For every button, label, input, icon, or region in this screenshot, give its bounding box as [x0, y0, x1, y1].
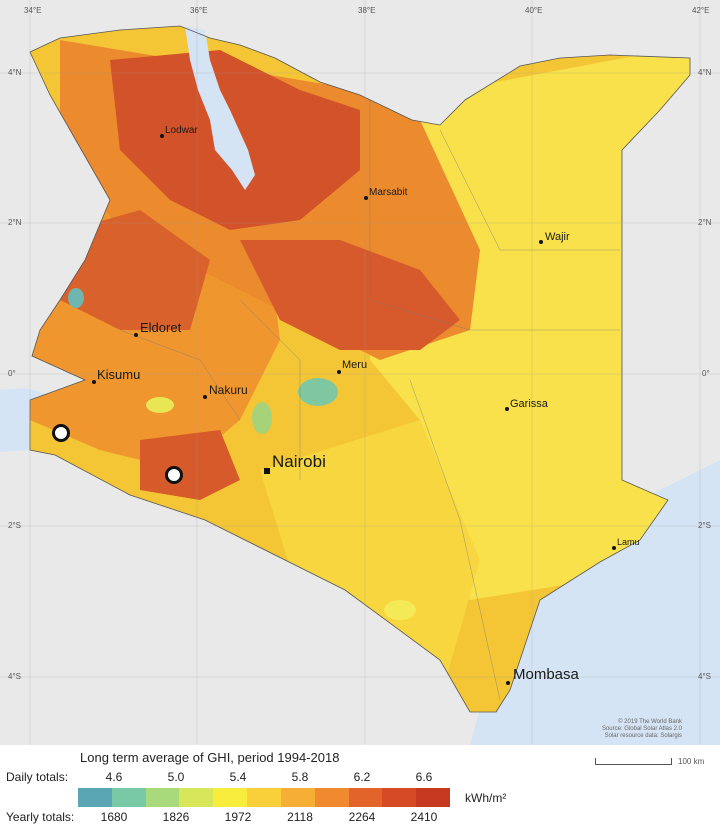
site-marker-west[interactable]: [52, 424, 70, 442]
legend-swatch: [348, 788, 383, 807]
lat-tick-right-2n: 2°N: [698, 218, 712, 227]
legend-swatch: [314, 788, 349, 807]
city-label-marsabit: Marsabit: [369, 187, 408, 198]
daily-value: 5.8: [291, 770, 309, 784]
kenya-border: [29, 25, 691, 713]
legend-color-bar: [78, 788, 450, 807]
legend-swatch: [382, 788, 417, 807]
lat-tick-right-4s: 4°S: [698, 672, 711, 681]
lon-tick-34e: 34°E: [24, 6, 42, 15]
yearly-totals-label: Yearly totals:: [6, 810, 75, 824]
legend-title: Long term average of GHI, period 1994-20…: [80, 750, 340, 765]
scale-label: 100 km: [678, 757, 705, 766]
daily-totals-label: Daily totals:: [6, 770, 69, 784]
west-red-region: [60, 210, 210, 330]
daily-value: 5.4: [229, 770, 247, 784]
nakuru-marker[interactable]: [203, 395, 207, 399]
lon-tick-42e: 42°E: [692, 6, 710, 15]
lon-tick-36e: 36°E: [190, 6, 208, 15]
city-label-lodwar: Lodwar: [165, 125, 198, 136]
site-marker-southwest[interactable]: [165, 466, 183, 484]
credit-line: Source: Global Solar Atlas 2.0: [601, 726, 682, 732]
city-label-nairobi: Nairobi: [272, 452, 326, 471]
city-label-mombasa: Mombasa: [513, 666, 579, 683]
map-canvas: [0, 0, 720, 745]
lat-tick-right-0: 0°: [702, 369, 710, 378]
mau-spot: [146, 397, 174, 413]
yearly-value: 2410: [410, 810, 438, 824]
meru-marker[interactable]: [337, 370, 341, 374]
yearly-value: 1680: [100, 810, 128, 824]
daily-value: 6.2: [353, 770, 371, 784]
credit-line: Solar resource data: Solargis: [604, 733, 682, 739]
legend-swatch: [213, 788, 248, 807]
legend-swatch: [78, 788, 112, 807]
lamu-marker[interactable]: [612, 546, 616, 550]
eldoret-marker[interactable]: [134, 333, 138, 337]
lat-tick-left-4s: 4°S: [8, 672, 21, 681]
lodwar-marker[interactable]: [160, 134, 164, 138]
map-panel[interactable]: 34°E 36°E 38°E 40°E 42°E 4°N 2°N 0° 2°S …: [0, 0, 720, 745]
indian-ocean: [470, 460, 720, 745]
lon-tick-40e: 40°E: [525, 6, 543, 15]
nairobi-marker[interactable]: [264, 468, 270, 474]
legend-swatch: [416, 788, 450, 807]
city-label-eldoret: Eldoret: [140, 320, 182, 335]
southwest-red-region: [140, 430, 240, 500]
lat-tick-left-2n: 2°N: [8, 218, 22, 227]
daily-value: 4.6: [105, 770, 123, 784]
legend-swatch: [145, 788, 180, 807]
yearly-value: 2264: [348, 810, 376, 824]
legend-unit: kWh/m²: [465, 791, 507, 805]
yearly-value: 1826: [162, 810, 190, 824]
central-red-region: [240, 240, 460, 350]
county-boundaries: [119, 100, 620, 701]
city-label-garissa: Garissa: [510, 398, 548, 410]
lat-tick-right-2s: 2°S: [698, 521, 711, 530]
daily-value: 5.0: [167, 770, 185, 784]
city-label-nakuru: Nakuru: [209, 383, 248, 397]
city-label-lamu: Lamu: [617, 537, 640, 547]
city-label-meru: Meru: [342, 359, 368, 371]
yearly-value: 1972: [224, 810, 252, 824]
city-label-wajir: Wajir: [545, 231, 570, 243]
legend-swatch: [247, 788, 281, 807]
lat-tick-right-4n: 4°N: [698, 68, 712, 77]
wajir-marker[interactable]: [539, 240, 543, 244]
lake-turkana: [185, 26, 255, 190]
lon-tick-38e: 38°E: [358, 6, 376, 15]
legend-swatch: [280, 788, 315, 807]
legend-swatch: [111, 788, 146, 807]
lat-tick-left-0: 0°: [8, 369, 16, 378]
city-label-kisumu: Kisumu: [97, 367, 141, 382]
mombasa-marker[interactable]: [506, 681, 510, 685]
lat-tick-left-4n: 4°N: [8, 68, 22, 77]
map-credits: © 2019 The World Bank Source: Global Sol…: [602, 719, 682, 740]
scale-bar: [595, 758, 672, 765]
legend-swatch: [179, 788, 214, 807]
kisumu-marker[interactable]: [92, 380, 96, 384]
credit-line: © 2019 The World Bank: [618, 719, 682, 725]
lat-tick-left-2s: 2°S: [8, 521, 21, 530]
yearly-value: 2118: [287, 810, 313, 824]
south-yellow-region: [260, 420, 480, 700]
mt-kenya-spot: [298, 378, 338, 406]
elgon-spot: [68, 288, 84, 308]
kilimanjaro-edge-spot: [384, 600, 416, 620]
marsabit-marker[interactable]: [364, 196, 368, 200]
graticule: [0, 0, 720, 745]
daily-value: 6.6: [415, 770, 433, 784]
aberdare-spot: [252, 402, 272, 434]
garissa-marker[interactable]: [505, 407, 509, 411]
